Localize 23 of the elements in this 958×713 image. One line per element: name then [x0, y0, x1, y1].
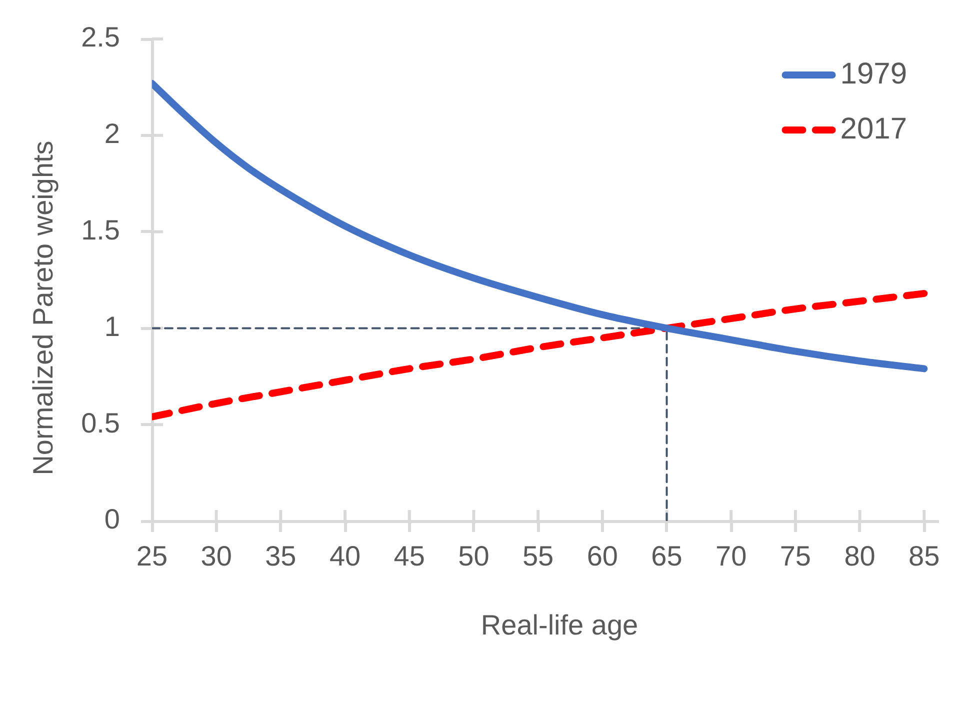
x-tick-label: 40	[329, 540, 361, 572]
x-tick-label: 55	[522, 540, 554, 572]
x-tick-label: 75	[780, 540, 812, 572]
y-tick-label: 2.5	[81, 22, 120, 53]
x-tick-label: 60	[586, 540, 618, 572]
x-tick-label: 70	[716, 540, 747, 572]
y-tick-label: 0	[104, 504, 120, 535]
y-tick-label: 0.5	[81, 407, 120, 438]
y-tick-label: 1.5	[81, 214, 120, 246]
y-tick-label: 2	[104, 118, 120, 150]
legend-label: 2017	[840, 112, 908, 146]
x-tick-label: 85	[908, 540, 940, 572]
x-axis-title: Real-life age	[480, 610, 638, 641]
x-tick-label: 45	[394, 540, 425, 572]
x-tick-label: 65	[651, 540, 682, 572]
x-tick-label: 30	[200, 540, 232, 572]
x-tick-label: 35	[265, 540, 296, 572]
y-axis-title: Normalized Pareto weights	[28, 140, 59, 476]
x-tick-label: 50	[458, 540, 490, 572]
y-tick-label: 1	[104, 310, 120, 342]
x-tick-label: 25	[136, 540, 168, 572]
x-tick-label: 80	[844, 540, 876, 572]
legend-label: 1979	[840, 57, 908, 90]
